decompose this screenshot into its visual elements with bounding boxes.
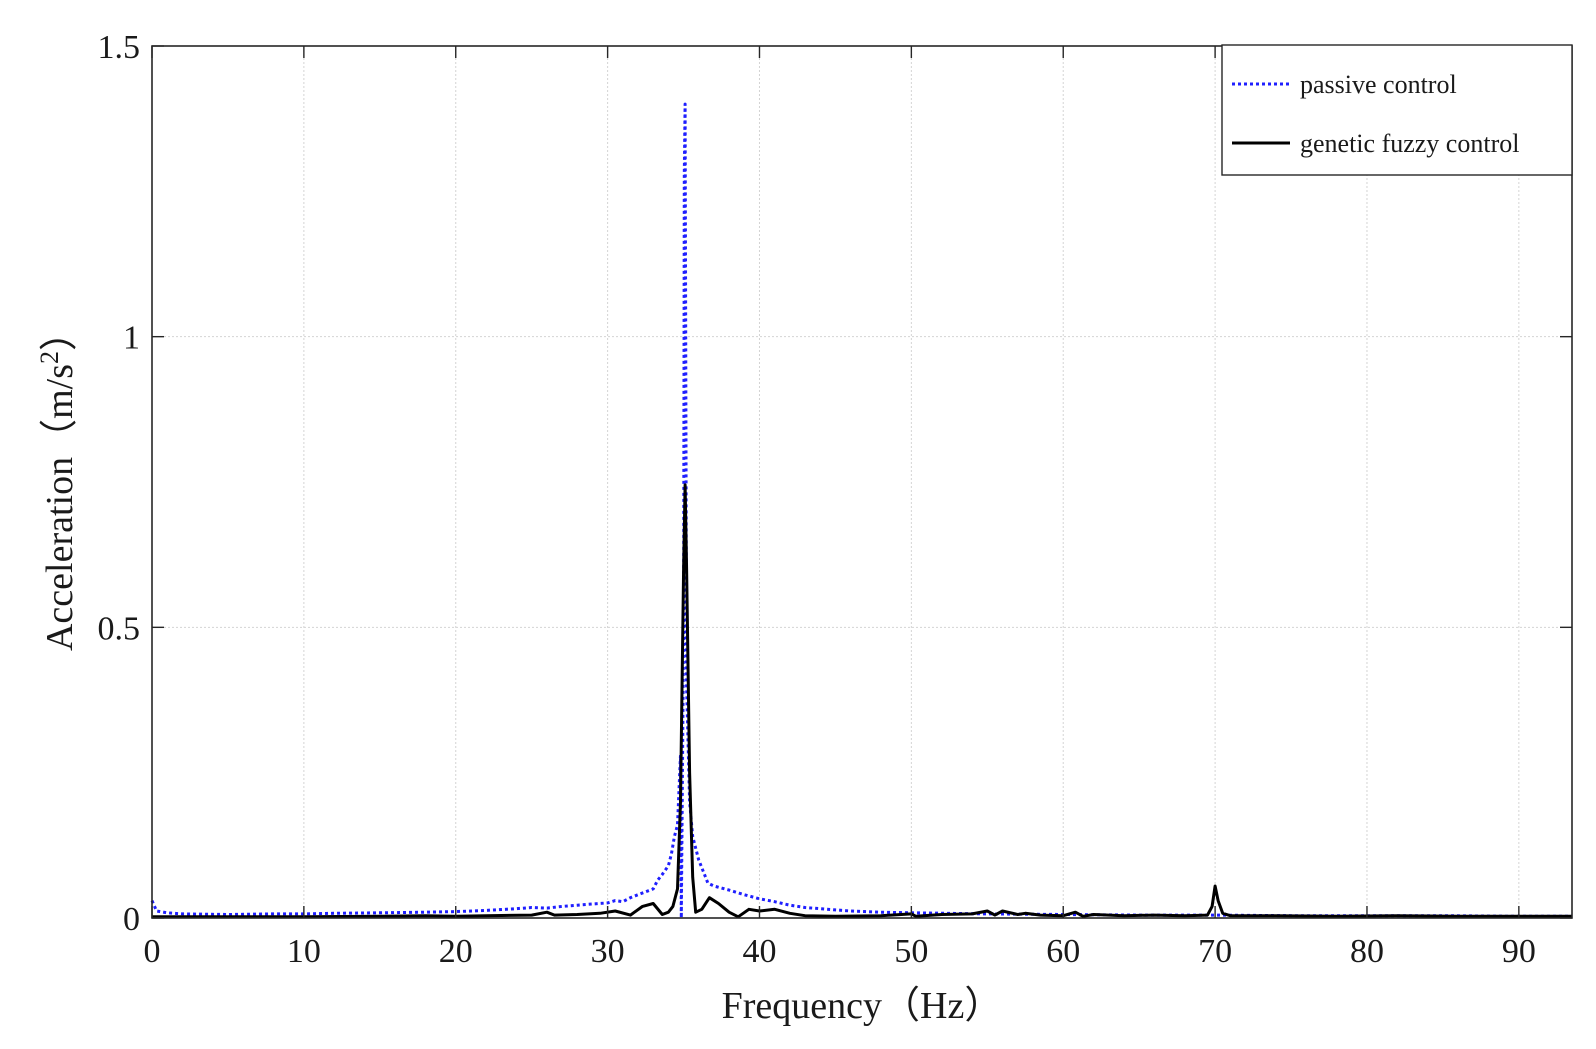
legend-box bbox=[1221, 44, 1573, 176]
plot-background bbox=[152, 46, 1572, 918]
x-tick-label: 70 bbox=[1198, 933, 1232, 970]
grid bbox=[152, 46, 1572, 918]
x-tick-label: 80 bbox=[1350, 933, 1384, 970]
y-axis-title-end: ） bbox=[39, 313, 81, 351]
y-tick-label: 1 bbox=[123, 320, 140, 357]
legend-label-passive: passive control bbox=[1300, 70, 1457, 99]
x-axis-title: Frequency（Hz） bbox=[722, 985, 1003, 1027]
x-tick-label: 10 bbox=[287, 933, 321, 970]
y-tick-label: 1.5 bbox=[98, 29, 141, 66]
x-tick-label: 90 bbox=[1502, 933, 1536, 970]
x-tick-label: 60 bbox=[1046, 933, 1080, 970]
x-tick-label: 0 bbox=[144, 933, 161, 970]
y-tick-label: 0.5 bbox=[98, 610, 141, 647]
y-tick-label: 0 bbox=[123, 901, 140, 938]
series-layer bbox=[150, 102, 1572, 920]
plot-frame bbox=[151, 45, 1573, 919]
tick-labels: 0 10 20 30 40 50 60 70 80 90 0 0.5 1 1.5 bbox=[98, 29, 1536, 970]
y-axis-title: Acceleration（m/s2） bbox=[35, 313, 81, 651]
series-passive-control bbox=[150, 102, 1572, 920]
x-tick-label: 20 bbox=[439, 933, 473, 970]
x-tick-label: 30 bbox=[591, 933, 625, 970]
legend: passive control genetic fuzzy control bbox=[1221, 44, 1573, 176]
x-tick-label: 40 bbox=[742, 933, 776, 970]
series-genetic-fuzzy-control bbox=[152, 483, 1572, 919]
x-tick-label: 50 bbox=[894, 933, 928, 970]
legend-label-genetic: genetic fuzzy control bbox=[1300, 129, 1519, 158]
y-axis-title-sup: 2 bbox=[35, 351, 64, 364]
y-axis-title-main: Acceleration（m/s bbox=[39, 364, 81, 651]
